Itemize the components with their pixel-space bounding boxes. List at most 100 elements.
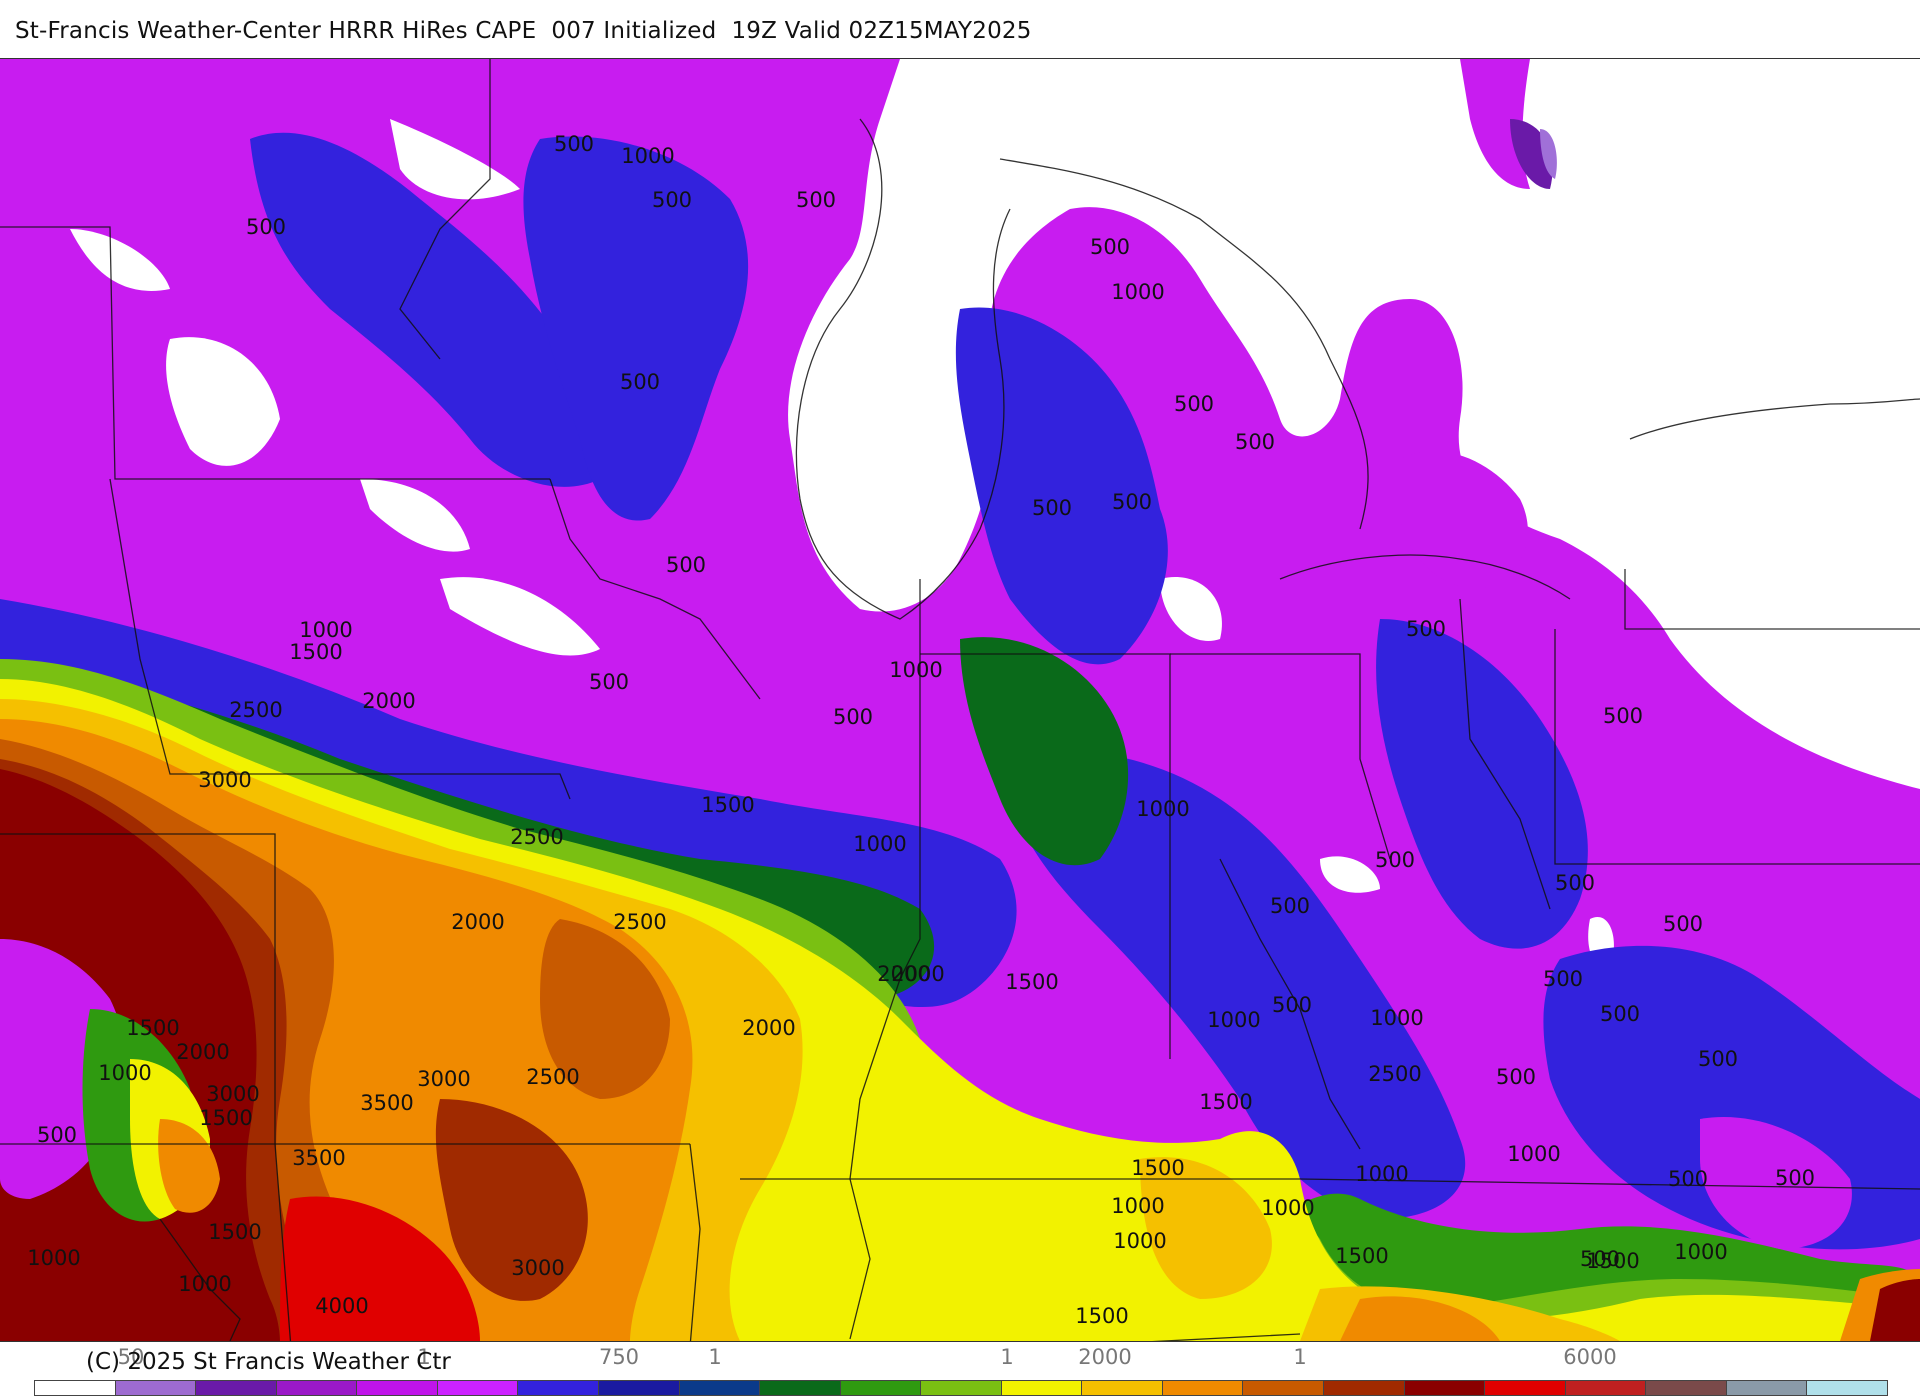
- colorbar-label: 750: [598, 1345, 640, 1369]
- contour-label: 1500: [1335, 1244, 1388, 1268]
- contour-label: 4000: [315, 1294, 368, 1318]
- white-patch: [1160, 577, 1222, 641]
- state-boundaries: [0, 59, 1920, 1341]
- contour-label: 2500: [1368, 1062, 1421, 1086]
- contour-label: 2500: [229, 698, 282, 722]
- state-line-5: [549, 478, 761, 700]
- colorbar-label: 1: [1000, 1345, 1014, 1369]
- contour-label: 1500: [126, 1016, 179, 1040]
- shoreline-lake-erie: [1279, 554, 1571, 600]
- contour-label: 1500: [701, 793, 754, 817]
- contour-label: 500: [246, 215, 286, 239]
- state-line-2: [109, 478, 571, 800]
- colorbar-swatch: [840, 1381, 922, 1395]
- contour-label: 500: [1496, 1065, 1536, 1089]
- contour-label: 500: [589, 670, 629, 694]
- contour-label: 3000: [511, 1256, 564, 1280]
- white-patch: [390, 119, 520, 200]
- contour-label: 500: [1235, 430, 1275, 454]
- contour-label: 1000: [1207, 1008, 1260, 1032]
- contour-label: 1500: [1005, 970, 1058, 994]
- colorbar-swatch: [115, 1381, 197, 1395]
- contour-label: 500: [1270, 894, 1310, 918]
- contour-label-layer: 500 1000 500 500 500 500 500 1000 500 500 500 500 50…: [27, 132, 1815, 1328]
- white-patch: [70, 229, 170, 291]
- colorbar-swatch: [1324, 1381, 1405, 1395]
- magenta-patch: [1400, 451, 1528, 589]
- contour-label: 1000: [1111, 1194, 1164, 1218]
- white-patch: [1320, 856, 1380, 893]
- contour-label: 500: [1090, 235, 1130, 259]
- contour-label: 1000: [1111, 280, 1164, 304]
- colorbar-swatch: [921, 1381, 1002, 1395]
- contour-label: 500: [1668, 1167, 1708, 1191]
- magenta-patch: [1700, 1117, 1852, 1249]
- colorbar-label: 1: [708, 1345, 722, 1369]
- contour-label: 1000: [889, 658, 942, 682]
- map-title: St-Francis Weather-Center HRRR HiRes CAP…: [15, 18, 1032, 44]
- contour-label: 3500: [360, 1091, 413, 1115]
- contour-label: 500: [1174, 392, 1214, 416]
- contour-label: 1500: [1199, 1090, 1252, 1114]
- contour-label: 2000: [176, 1040, 229, 1064]
- state-line-10: [1624, 569, 1920, 630]
- contour-label: 500: [1406, 617, 1446, 641]
- contour-label: 3000: [206, 1082, 259, 1106]
- colorbar-label: 6000: [1563, 1345, 1617, 1369]
- state-line-6: [849, 579, 921, 1340]
- colorbar-swatch: [1404, 1381, 1486, 1395]
- contour-label: 3000: [417, 1067, 470, 1091]
- contour-label: 500: [1543, 967, 1583, 991]
- colorbar-swatch: [437, 1381, 519, 1395]
- gold-patch: [1140, 1157, 1272, 1299]
- contour-label: 500: [37, 1123, 77, 1147]
- colorbar-swatch: [1001, 1381, 1083, 1395]
- contour-label: 500: [652, 188, 692, 212]
- contour-label: 500: [796, 188, 836, 212]
- contour-label: 1000: [621, 144, 674, 168]
- shoreline-lake-huron: [999, 158, 1369, 530]
- colorbar-swatch: [1565, 1381, 1647, 1395]
- contour-label: 500: [833, 705, 873, 729]
- contour-label: 1000: [178, 1272, 231, 1296]
- state-line-8: [1170, 653, 1391, 860]
- contour-label: 500: [1112, 490, 1152, 514]
- colorbar-swatch: [1807, 1381, 1887, 1395]
- copyright-notice: (C) 2025 St Francis Weather Ctr: [86, 1349, 451, 1375]
- colorbar-swatch: [1082, 1381, 1163, 1395]
- blue-region: [523, 136, 749, 521]
- cape-fill-layer: [0, 59, 1920, 1341]
- dkgreen-region: [960, 637, 1129, 866]
- contour-label: 1000: [1261, 1196, 1314, 1220]
- contour-label: 1500: [1075, 1304, 1128, 1328]
- red-region: [280, 1196, 480, 1341]
- blue-region: [250, 132, 608, 487]
- blue-region: [1376, 619, 1588, 949]
- contour-label: 500: [1663, 912, 1703, 936]
- colorbar-label: 2000: [1078, 1345, 1132, 1369]
- great-lakes-white-region: [420, 59, 1920, 789]
- contour-label: 1500: [289, 640, 342, 664]
- contour-label: 500: [1698, 1047, 1738, 1071]
- contour-label: 3000: [198, 768, 251, 792]
- colorbar-swatch: [1485, 1381, 1566, 1395]
- contour-label: 500: [1775, 1166, 1815, 1190]
- contour-label: 1000: [1507, 1142, 1560, 1166]
- colorbar-labels: 50 1 750 1 1 2000 1 6000: [0, 1345, 1920, 1375]
- cape-colorbar: [34, 1380, 1888, 1396]
- contour-label: 500: [554, 132, 594, 156]
- colorbar-swatch: [276, 1381, 358, 1395]
- contour-label: 500: [1272, 993, 1312, 1017]
- contour-label: 2000: [891, 962, 944, 986]
- contour-label: 2500: [510, 825, 563, 849]
- blue-region: [1000, 751, 1466, 1219]
- colorbar-label: 1: [1293, 1345, 1307, 1369]
- contour-label: 1000: [299, 618, 352, 642]
- lavender-patch: [1540, 129, 1557, 179]
- colorbar-swatch: [357, 1381, 438, 1395]
- state-line-1: [0, 226, 550, 480]
- contour-label: 1000: [1136, 797, 1189, 821]
- contour-label: 1000: [98, 1061, 151, 1085]
- contour-label: 500: [620, 370, 660, 394]
- state-line-9: [1554, 629, 1920, 865]
